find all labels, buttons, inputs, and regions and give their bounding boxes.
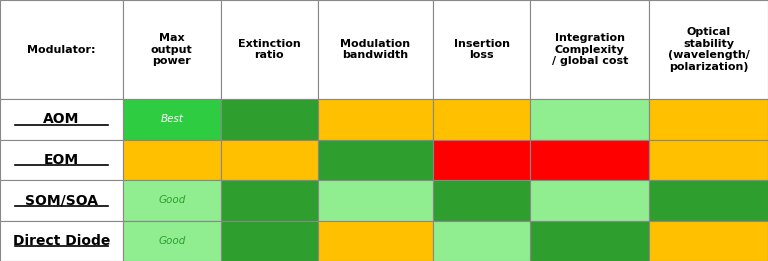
Text: Average: Average	[151, 155, 194, 165]
Text: Best: Best	[161, 114, 184, 124]
Text: Modulator:: Modulator:	[28, 45, 96, 55]
Text: Modulation
bandwidth: Modulation bandwidth	[340, 39, 411, 60]
Text: Max
output
power: Max output power	[151, 33, 193, 66]
Text: EOM: EOM	[44, 153, 79, 167]
Text: Direct Diode: Direct Diode	[13, 234, 111, 248]
Text: Optical
stability
(wavelength/
polarization): Optical stability (wavelength/ polarizat…	[667, 27, 750, 72]
Text: Integration
Complexity
/ global cost: Integration Complexity / global cost	[551, 33, 628, 66]
Text: Extinction
ratio: Extinction ratio	[238, 39, 301, 60]
Text: Good: Good	[158, 195, 186, 205]
Text: Insertion
loss: Insertion loss	[454, 39, 510, 60]
Text: AOM: AOM	[43, 112, 80, 126]
Text: Good: Good	[158, 236, 186, 246]
Text: SOM/SOA: SOM/SOA	[25, 193, 98, 207]
